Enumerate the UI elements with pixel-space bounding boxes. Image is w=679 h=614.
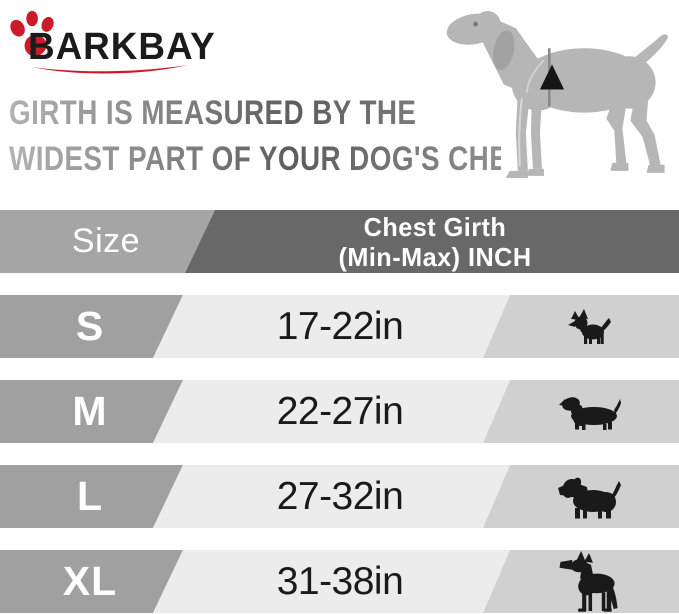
size-badge: M — [72, 388, 108, 434]
size-cell — [0, 550, 183, 613]
table-row-xl: XL 31-38in — [0, 550, 679, 613]
table-row-m: M 22-27in — [0, 380, 679, 443]
gray-dog-girth-illustration — [446, 11, 668, 178]
table-row-l: L 27-32in — [0, 465, 679, 528]
size-badge: S — [75, 303, 105, 349]
dachshund-icon — [558, 396, 621, 430]
size-badge: L — [76, 473, 104, 519]
girth-cell — [153, 550, 510, 613]
table-row-s: S 17-22in — [0, 295, 679, 358]
brand-name: BARKBAY — [28, 26, 216, 68]
header-size-label: Size — [71, 222, 141, 260]
size-cell — [0, 465, 183, 528]
girth-cell — [153, 380, 510, 443]
header-girth-line-1: Chest Girth — [363, 211, 507, 242]
girth-value: 22-27in — [276, 389, 404, 433]
paw-print-icon — [10, 10, 54, 57]
brand-logo: BARKBAY — [0, 0, 240, 90]
girth-value: 31-38in — [276, 559, 404, 603]
great-dane-icon — [559, 551, 618, 612]
header-girth-cell — [185, 210, 679, 273]
table-header-row: Size Chest Girth (Min-Max) INCH — [0, 210, 679, 273]
girth-value: 17-22in — [276, 304, 404, 348]
girth-cell — [153, 465, 510, 528]
dog-eye — [473, 21, 478, 27]
chihuahua-icon — [567, 308, 611, 344]
size-badge: XL — [62, 558, 118, 604]
brand-underline-swoosh-icon — [32, 65, 188, 74]
size-cell — [0, 295, 183, 358]
size-cell — [0, 380, 183, 443]
girth-cell — [153, 295, 510, 358]
chest-girth-marker-triangle — [539, 64, 565, 90]
header-size-cell — [0, 210, 215, 273]
girth-value: 27-32in — [276, 474, 404, 518]
header-girth-line-2: (Min-Max) INCH — [338, 241, 532, 272]
dog-ear — [493, 30, 515, 71]
header-girth-label: Chest Girth (Min-Max) INCH — [207, 210, 663, 273]
mastiff-icon — [558, 477, 621, 518]
